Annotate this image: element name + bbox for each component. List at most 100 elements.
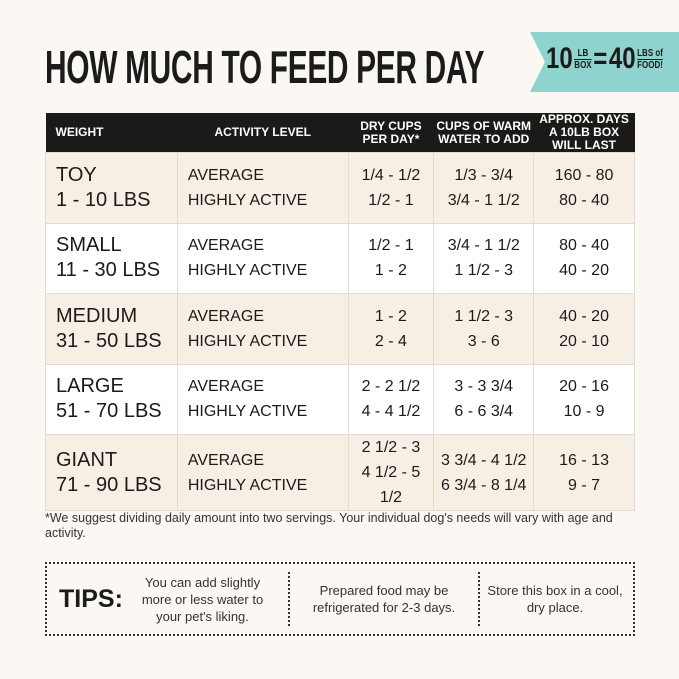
days-cell: 80 - 40 40 - 20 [533,222,635,294]
table-row: GIANT 71 - 90 LBS AVERAGE HIGHLY ACTIVE 2 1… [45,434,635,511]
water-cell: 1 1/2 - 3 3 - 6 [433,293,535,365]
activity-high: HIGHLY ACTIVE [187,191,308,209]
days-cell-active: 9 - 7 [568,476,601,494]
dry-cups-cell-active: 4 1/2 - 5 1/2 [361,464,421,506]
weight-range: 31 - 50 LBS [56,329,162,352]
days-cell-active: 10 - 9 [563,403,605,421]
days-cell-average: 16 - 13 [559,451,609,469]
activity-average: AVERAGE [187,237,265,255]
activity-high: HIGHLY ACTIVE [187,262,308,280]
header-dry-cups: DRY CUPS PER DAY* [348,113,434,153]
weight-range: 71 - 90 LBS [56,473,162,496]
activity-cell: AVERAGE HIGHLY ACTIVE [176,363,349,435]
size-name: TOY [56,163,97,186]
unit-bottom: BOX [574,59,592,71]
tip-refrigerate: Prepared food may be refrigerated for 2-… [312,583,456,615]
dry-cups-cell-average: 2 - 2 1/2 [361,378,421,396]
water-cell-average: 3 3/4 - 4 1/2 [441,451,527,469]
days-cell-active: 40 - 20 [559,262,609,280]
header-activity: ACTIVITY LEVEL [177,113,349,153]
weight-range: 11 - 30 LBS [56,259,161,282]
unit-top: LB [574,48,592,60]
water-cell: 3 - 3 3/4 6 - 6 3/4 [433,363,535,435]
dry-cups-cell: 1/4 - 1/2 1/2 - 1 [347,152,435,224]
activity-cell: AVERAGE HIGHLY ACTIVE [176,152,349,224]
table-row: LARGE 51 - 70 LBS AVERAGE HIGHLY ACTIVE 2 -… [45,363,635,435]
activity-cell: AVERAGE HIGHLY ACTIVE [176,222,349,294]
activity-average: AVERAGE [187,307,265,325]
feeding-table: WEIGHT ACTIVITY LEVEL DRY CUPS PER DAY* … [45,113,635,511]
banner-unit-2: LBS of FOOD! [637,48,663,71]
weight-cell: GIANT 71 - 90 LBS [45,434,178,511]
water-cell-average: 3 - 3 3/4 [454,378,514,396]
tip-storage: Store this box in a cool, dry place. [487,583,623,615]
banner-unit-1: LB BOX [574,48,592,71]
days-cell: 40 - 20 20 - 10 [533,293,635,365]
banner-equals: = [593,42,608,75]
header-weight: WEIGHT [45,113,178,153]
water-cell-active: 3/4 - 1 1/2 [447,191,520,209]
activity-high: HIGHLY ACTIVE [187,476,308,494]
banner-number-1: 10 [546,42,573,75]
activity-average: AVERAGE [187,451,265,469]
dry-cups-cell-active: 2 - 4 [374,332,407,350]
header-days: APPROX. DAYS A 10LB BOX WILL LAST [533,113,635,153]
size-name: LARGE [56,375,124,398]
divider [288,572,290,626]
unit-bottom: FOOD! [637,59,663,71]
water-cell-average: 1/3 - 3/4 [454,166,514,184]
dry-cups-cell-active: 4 - 4 1/2 [361,403,421,421]
footnote: *We suggest dividing daily amount into t… [45,511,613,540]
box-yield-banner: 10 LB BOX = 40 LBS of FOOD! [530,32,679,92]
activity-high: HIGHLY ACTIVE [187,332,308,350]
water-cell-active: 3 - 6 [467,332,500,350]
size-name: MEDIUM [56,304,138,327]
water-cell-active: 6 - 6 3/4 [454,403,514,421]
activity-average: AVERAGE [187,378,265,396]
days-cell-active: 80 - 40 [559,191,609,209]
activity-high: HIGHLY ACTIVE [187,403,308,421]
page-title: HOW MUCH TO FEED PER DAY [45,40,679,94]
activity-average: AVERAGE [187,166,265,184]
water-cell: 1/3 - 3/4 3/4 - 1 1/2 [433,152,535,224]
dry-cups-cell: 2 1/2 - 3 4 1/2 - 5 1/2 [347,434,435,511]
dry-cups-cell-average: 1/2 - 1 [368,237,414,255]
tips-box: TIPS: You can add slightly more or less … [45,562,635,636]
weight-cell: MEDIUM 31 - 50 LBS [45,293,178,365]
water-cell: 3 3/4 - 4 1/2 6 3/4 - 8 1/4 [433,434,535,511]
water-cell-average: 1 1/2 - 3 [454,307,514,325]
dry-cups-cell: 1 - 2 2 - 4 [347,293,435,365]
dry-cups-cell-active: 1 - 2 [374,262,407,280]
title-text: HOW MUCH TO FEED PER DAY [45,41,485,93]
table-row: SMALL 11 - 30 LBS AVERAGE HIGHLY ACTIVE 1/2… [45,222,635,294]
water-cell-average: 3/4 - 1 1/2 [447,237,520,255]
size-name: SMALL [56,234,122,257]
weight-cell: TOY 1 - 10 LBS [45,152,178,224]
dry-cups-cell-average: 1/4 - 1/2 [361,166,421,184]
table-row: MEDIUM 31 - 50 LBS AVERAGE HIGHLY ACTIVE 1 … [45,293,635,365]
days-cell: 16 - 13 9 - 7 [533,434,635,511]
water-cell-active: 1 1/2 - 3 [454,262,514,280]
days-cell-active: 20 - 10 [559,332,609,350]
weight-cell: SMALL 11 - 30 LBS [45,222,178,294]
unit-top: LBS of [637,47,663,60]
banner-number-2: 40 [608,42,636,75]
tips-label: TIPS: [59,584,123,613]
days-cell-average: 20 - 16 [559,378,609,396]
weight-range: 1 - 10 LBS [56,188,151,211]
size-name: GIANT [56,448,118,471]
days-cell: 160 - 80 80 - 40 [533,152,635,224]
activity-cell: AVERAGE HIGHLY ACTIVE [176,293,349,365]
water-cell: 3/4 - 1 1/2 1 1/2 - 3 [433,222,535,294]
dry-cups-cell: 2 - 2 1/2 4 - 4 1/2 [347,363,435,435]
dry-cups-cell-average: 1 - 2 [374,307,407,325]
weight-range: 51 - 70 LBS [56,400,162,423]
days-cell-average: 80 - 40 [559,237,609,255]
activity-cell: AVERAGE HIGHLY ACTIVE [176,434,349,511]
table-row: TOY 1 - 10 LBS AVERAGE HIGHLY ACTIVE 1/4 - … [45,152,635,224]
dry-cups-cell: 1/2 - 1 1 - 2 [347,222,435,294]
dry-cups-cell-active: 1/2 - 1 [368,191,414,209]
weight-cell: LARGE 51 - 70 LBS [45,363,178,435]
water-cell-active: 6 3/4 - 8 1/4 [441,476,527,494]
dry-cups-cell-average: 2 1/2 - 3 [361,439,421,456]
